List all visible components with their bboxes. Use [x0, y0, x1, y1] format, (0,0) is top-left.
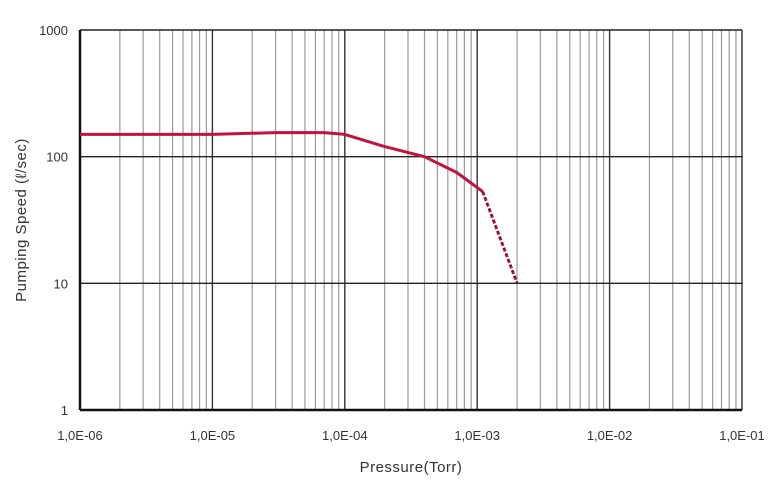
y-tick-label: 100 [46, 150, 68, 165]
y-tick-label: 1000 [39, 23, 68, 38]
series [80, 131, 519, 284]
x-tick-label: 1,0E-01 [719, 428, 765, 443]
x-tick-label: 1,0E-05 [190, 428, 236, 443]
x-tick-label: 1,0E-03 [454, 428, 500, 443]
y-axis-label: Pumping Speed (ℓ/sec) [13, 138, 30, 302]
x-tick-label: 1,0E-02 [587, 428, 633, 443]
x-tick-labels: 1,0E-06 1,0E-05 1,0E-04 1,0E-03 1,0E-02 1,0E-… [57, 428, 765, 443]
grid [78, 29, 743, 412]
x-tick-label: 1,0E-06 [57, 428, 103, 443]
y-tick-label: 10 [54, 276, 68, 291]
series-line-solid [80, 131, 484, 193]
y-tick-labels: 1 10 100 1000 [39, 23, 68, 418]
y-tick-label: 1 [61, 403, 68, 418]
series-dash-overlay [482, 191, 518, 284]
x-tick-label: 1,0E-04 [322, 428, 368, 443]
x-axis-label: Pressure(Torr) [360, 459, 463, 476]
